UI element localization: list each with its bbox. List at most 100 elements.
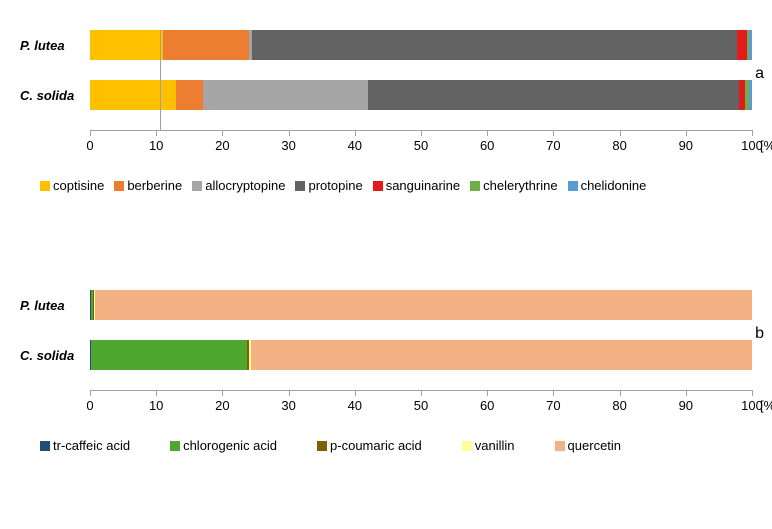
tick-label: 20	[215, 138, 229, 153]
legend-item-berberine: berberine	[114, 178, 182, 193]
legend-swatch	[470, 181, 480, 191]
legend-item-vanillin: vanillin	[462, 438, 515, 453]
tick	[222, 390, 223, 396]
segment-allocryptopine	[203, 80, 369, 110]
panel-b: P. lutea C. solida 010203040506070809010…	[20, 280, 752, 453]
tick-label: 30	[281, 138, 295, 153]
legend-label: allocryptopine	[205, 178, 285, 193]
tick	[620, 390, 621, 396]
legend-swatch	[555, 441, 565, 451]
row-label: P. lutea	[20, 38, 90, 53]
tick	[156, 390, 157, 396]
tick	[289, 130, 290, 136]
tick	[553, 390, 554, 396]
tick-label: 80	[612, 398, 626, 413]
tick-label: 50	[414, 138, 428, 153]
legend-item-quercetin: quercetin	[555, 438, 621, 453]
tick	[487, 390, 488, 396]
legend-swatch	[192, 181, 202, 191]
tick-label: 10	[149, 138, 163, 153]
tick	[222, 130, 223, 136]
chart-a: P. lutea C. solida 010203040506070809010…	[20, 30, 752, 160]
legend-item-sanguinarine: sanguinarine	[373, 178, 460, 193]
axis-unit-label: [%]	[760, 138, 772, 153]
legend-swatch	[373, 181, 383, 191]
tick-label: 0	[86, 398, 93, 413]
legend-item-protopine: protopine	[295, 178, 362, 193]
row-p-lutea-a: P. lutea	[20, 30, 752, 60]
bar-c-solida-a	[90, 80, 752, 110]
panel-tag-b: b	[755, 325, 764, 343]
legend-label: chelerythrine	[483, 178, 557, 193]
tick-label: 90	[679, 398, 693, 413]
legend-item-coptisine: coptisine	[40, 178, 104, 193]
tick-label: 40	[348, 138, 362, 153]
segment-protopine	[368, 80, 739, 110]
segment-chlorogenic_acid	[91, 340, 247, 370]
legend-label: protopine	[308, 178, 362, 193]
tick	[487, 130, 488, 136]
row-label: C. solida	[20, 88, 90, 103]
legend-swatch	[40, 441, 50, 451]
legend-item-chelidonine: chelidonine	[568, 178, 647, 193]
legend-label: p-coumaric acid	[330, 438, 422, 453]
tick	[289, 390, 290, 396]
segment-sanguinarine	[737, 30, 747, 60]
axis-unit-label: [%]	[760, 398, 772, 413]
segment-coptisine	[90, 30, 163, 60]
tick	[355, 390, 356, 396]
legend-item-tr_caffeic_acid: tr-caffeic acid	[40, 438, 130, 453]
tick-label: 10	[149, 398, 163, 413]
legend-swatch	[295, 181, 305, 191]
chart-b: P. lutea C. solida 010203040506070809010…	[20, 290, 752, 420]
legend-item-chelerythrine: chelerythrine	[470, 178, 557, 193]
tick	[553, 130, 554, 136]
segment-chelidonine	[749, 30, 752, 60]
tick	[355, 130, 356, 136]
tick-label: 70	[546, 398, 560, 413]
segment-sanguinarine	[739, 80, 746, 110]
bar-p-lutea-a	[90, 30, 752, 60]
legend-label: tr-caffeic acid	[53, 438, 130, 453]
legend-item-p_coumaric_acid: p-coumaric acid	[317, 438, 422, 453]
legend-a: coptisine berberine allocryptopine protopin…	[40, 178, 752, 193]
legend-item-chlorogenic_acid: chlorogenic acid	[170, 438, 277, 453]
row-c-solida-a: C. solida	[20, 80, 752, 110]
panel-tag-a: a	[755, 65, 764, 83]
legend-swatch	[40, 181, 50, 191]
legend-swatch	[170, 441, 180, 451]
tick	[686, 130, 687, 136]
bar-p-lutea-b	[90, 290, 752, 320]
tick	[752, 130, 753, 136]
tick-label: 60	[480, 398, 494, 413]
tick-label: 80	[612, 138, 626, 153]
row-c-solida-b: C. solida	[20, 340, 752, 370]
legend-item-allocryptopine: allocryptopine	[192, 178, 285, 193]
tick-label: 60	[480, 138, 494, 153]
segment-coptisine	[90, 80, 176, 110]
row-p-lutea-b: P. lutea	[20, 290, 752, 320]
x-axis-b: 0102030405060708090100[%]	[20, 390, 752, 420]
legend-swatch	[317, 441, 327, 451]
tick	[421, 130, 422, 136]
legend-label: chlorogenic acid	[183, 438, 277, 453]
segment-berberine	[176, 80, 202, 110]
x-axis-a: 0102030405060708090100[%]	[20, 130, 752, 160]
tick-label: 50	[414, 398, 428, 413]
segment-berberine	[163, 30, 249, 60]
tick-label: 0	[86, 138, 93, 153]
legend-label: sanguinarine	[386, 178, 460, 193]
legend-label: coptisine	[53, 178, 104, 193]
segment-chelidonine	[749, 80, 752, 110]
row-label: P. lutea	[20, 298, 90, 313]
tick-label: 30	[281, 398, 295, 413]
tick-label: 90	[679, 138, 693, 153]
tick-label: 70	[546, 138, 560, 153]
tick	[686, 390, 687, 396]
tick	[90, 390, 91, 396]
row-label: C. solida	[20, 348, 90, 363]
legend-swatch	[568, 181, 578, 191]
tick	[156, 130, 157, 136]
tick	[620, 130, 621, 136]
tick	[90, 130, 91, 136]
